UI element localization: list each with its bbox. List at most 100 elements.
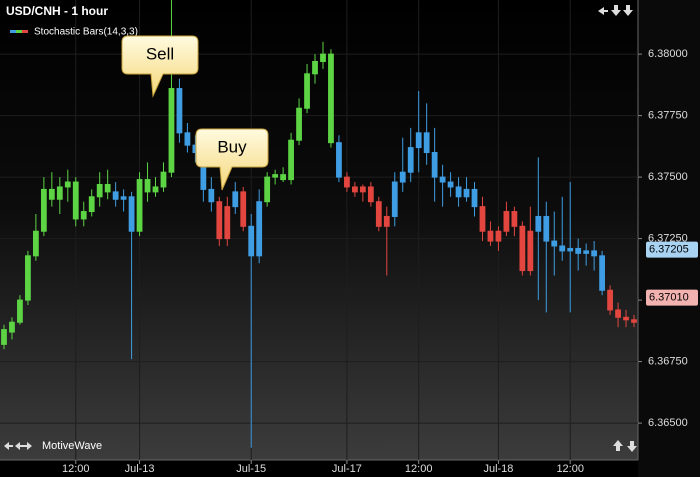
candle-body: [415, 132, 422, 149]
candle-body: [1, 329, 7, 345]
candle-body: [463, 188, 470, 198]
candle-body: [479, 206, 486, 232]
y-tick-label: 6.37500: [648, 171, 688, 183]
candle-body: [511, 211, 518, 227]
candle-body: [431, 152, 438, 178]
y-tick-label: 6.36750: [648, 356, 688, 368]
candle-body: [248, 225, 255, 257]
candle-body: [351, 186, 358, 193]
candle-body: [623, 316, 629, 321]
candle-body: [160, 171, 167, 188]
candles: [1, 0, 637, 448]
candle-body: [9, 321, 15, 333]
candle-body: [312, 60, 318, 75]
candle-body: [407, 147, 414, 173]
candle-body: [615, 309, 621, 318]
candle-body: [599, 255, 606, 291]
candle-body: [168, 88, 175, 173]
candle-body: [176, 88, 183, 134]
price-marker: [646, 289, 698, 306]
candle-body: [631, 319, 637, 323]
candle-body: [80, 211, 87, 220]
candle-body: [391, 181, 398, 217]
candle-body: [503, 211, 510, 232]
candle-body: [495, 230, 502, 242]
candle-body: [184, 132, 191, 146]
plot-background: [0, 0, 638, 460]
candle-body: [128, 196, 135, 232]
x-tick-label: 12:00: [62, 463, 90, 475]
candle-body: [447, 181, 454, 188]
scroll-icons[interactable]: [4, 440, 637, 452]
candle-body: [120, 196, 127, 200]
callout-label: Buy: [217, 137, 247, 156]
y-tick-label: 6.36500: [648, 417, 688, 429]
time-axis-panel: [0, 460, 638, 477]
candle-body: [487, 230, 494, 242]
candle-body: [112, 191, 119, 200]
legend-label: Stochastic Bars(14,3,3): [34, 27, 138, 38]
candle-body: [264, 176, 271, 203]
candle-body: [144, 179, 151, 193]
y-tick-label: 6.38000: [648, 48, 688, 60]
x-tick-label: Jul-17: [332, 463, 362, 475]
candle-body: [224, 206, 231, 240]
candle-body: [72, 181, 79, 220]
candle-body: [48, 188, 55, 200]
candle-body: [88, 196, 95, 213]
candle-body: [591, 250, 598, 257]
candle-body: [216, 201, 223, 240]
callout-box: [121, 35, 199, 98]
candle-body: [383, 215, 390, 227]
chart-title: USD/CNH - 1 hour: [6, 4, 108, 18]
candle-body: [344, 176, 350, 188]
candle-body: [240, 191, 247, 227]
y-tick-label: 6.37250: [648, 233, 688, 245]
candle-body: [527, 230, 534, 272]
brand-label: MotiveWave: [42, 440, 102, 452]
price-axis-panel: [638, 0, 700, 477]
candle-body: [32, 230, 39, 257]
candle-body: [96, 183, 103, 198]
candle-body: [567, 247, 574, 252]
candle-body: [439, 176, 446, 183]
candle-body: [575, 247, 582, 254]
candle-body: [543, 215, 550, 242]
y-tick-label: 6.37750: [648, 110, 688, 122]
x-tick-label: Jul-18: [483, 463, 513, 475]
callout-box: [195, 128, 269, 191]
callout-label: Sell: [146, 44, 174, 63]
candle-body: [256, 201, 263, 257]
candle-body: [359, 186, 366, 193]
candle-body: [104, 183, 111, 193]
candle-body: [272, 174, 279, 178]
candle-body: [367, 186, 374, 203]
candle-body: [375, 201, 382, 227]
candle-body: [551, 240, 558, 247]
candle-body: [399, 171, 406, 183]
candle-body: [232, 191, 239, 208]
candle-body: [304, 73, 310, 109]
candle-body: [607, 289, 613, 311]
candle-body: [535, 215, 542, 232]
candle-body: [423, 132, 430, 154]
legend-icon: [10, 30, 28, 33]
nav-icons[interactable]: [598, 5, 633, 16]
price-marker-label: 6.37010: [649, 292, 689, 304]
candle-body: [471, 188, 478, 208]
candle-body: [296, 107, 302, 141]
price-marker-label: 6.37205: [649, 244, 689, 256]
x-tick-label: 12:00: [556, 463, 584, 475]
candle-body: [25, 255, 31, 301]
x-tick-label: Jul-15: [236, 463, 266, 475]
x-tick-label: 12:00: [405, 463, 433, 475]
price-marker: [646, 241, 698, 258]
candle-body: [152, 186, 159, 193]
candle-body: [336, 142, 342, 178]
callouts: Sell Buy: [121, 35, 269, 191]
candle-body: [320, 53, 326, 62]
candle-body: [280, 174, 287, 181]
candle-body: [64, 181, 71, 188]
